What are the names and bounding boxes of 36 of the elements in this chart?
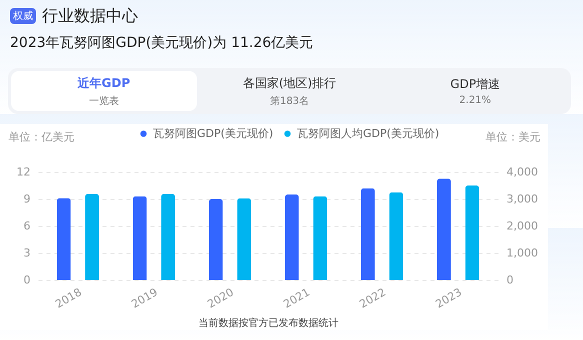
text: 第183名 (268, 94, 310, 108)
text: 各国家(地区)排行 (242, 74, 338, 92)
chart-title: 2023年瓦努阿图GDP(美元现价)为 11.26亿美元 (9, 34, 314, 53)
bar (436, 178, 451, 280)
bar (56, 198, 71, 280)
bar (237, 198, 252, 280)
bar (389, 192, 404, 280)
text: 2.21% (458, 95, 492, 106)
bar (208, 199, 223, 280)
y2-tick-label: 1,000 (506, 246, 538, 260)
y2-tick-label: 3,000 (506, 192, 538, 206)
bar (360, 188, 375, 280)
bar (313, 196, 328, 280)
y-tick-label: 0 (24, 274, 30, 286)
y2-axis-title: 单位：美元 (486, 130, 540, 144)
bar (284, 194, 299, 280)
text: 一览表 (88, 94, 120, 108)
bar (465, 186, 480, 280)
text: 权威 (10, 8, 36, 24)
bar (132, 196, 147, 280)
y-tick-label: 12 (16, 166, 30, 178)
text: 行业数据中心 (42, 6, 138, 26)
y2-tick-label: 0 (506, 274, 514, 286)
legend-label: 瓦努阿图GDP(美元现价) (153, 126, 274, 140)
text: GDP增速 (449, 76, 502, 93)
y-tick-label: 6 (24, 220, 30, 232)
y-tick-label: 9 (24, 192, 30, 206)
bar (85, 194, 100, 280)
y-tick-label: 3 (24, 246, 30, 260)
text: 近年GDP (76, 74, 132, 92)
text: 当前数据按官方已发布数据统计 (198, 317, 338, 330)
legend-label: 瓦努阿图人均GDP(美元现价) (297, 126, 440, 140)
bar (161, 194, 176, 280)
y-axis-title: 单位：亿美元 (8, 130, 74, 144)
y2-tick-label: 2,000 (506, 220, 538, 232)
y2-tick-label: 4,000 (506, 166, 538, 178)
